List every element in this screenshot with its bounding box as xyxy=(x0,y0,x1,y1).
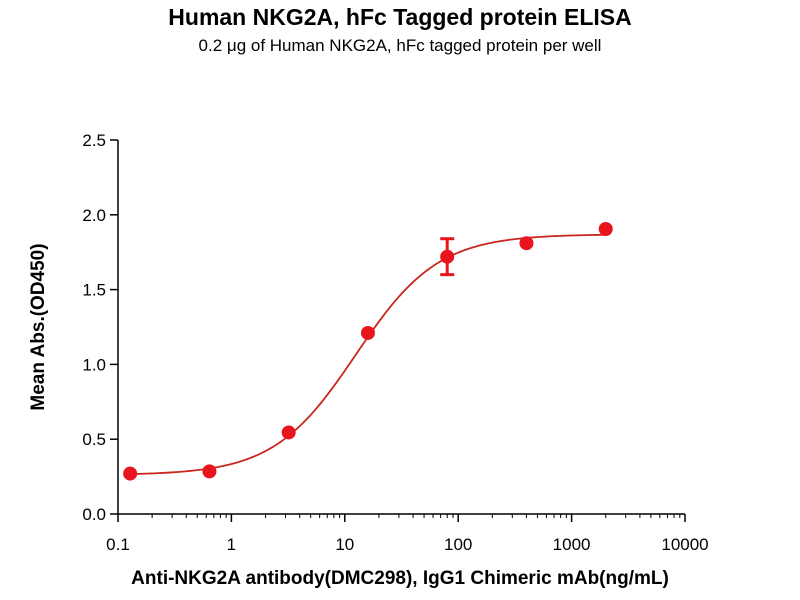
data-point xyxy=(519,236,534,251)
data-point xyxy=(440,249,455,264)
x-tick-label: 0.1 xyxy=(106,535,130,554)
x-tick-label: 10000 xyxy=(661,535,708,554)
y-tick-label: 1.0 xyxy=(82,355,106,374)
y-tick-label: 2.5 xyxy=(82,131,106,150)
fit-curve xyxy=(130,233,606,476)
x-tick-label: 10 xyxy=(335,535,354,554)
y-tick-label: 0.5 xyxy=(82,430,106,449)
y-tick-label: 1.5 xyxy=(82,281,106,300)
data-point xyxy=(598,222,613,237)
chart-title: Human NKG2A, hFc Tagged protein ELISA xyxy=(168,4,632,30)
data-point xyxy=(123,466,138,481)
x-tick-label: 1 xyxy=(227,535,236,554)
x-tick-label: 100 xyxy=(444,535,472,554)
x-axis-label: Anti-NKG2A antibody(DMC298), IgG1 Chimer… xyxy=(131,568,669,589)
data-point xyxy=(360,325,375,340)
data-point xyxy=(281,425,296,440)
data-point xyxy=(202,464,217,479)
y-tick-label: 0.0 xyxy=(82,505,106,524)
x-tick-label: 1000 xyxy=(553,535,591,554)
chart-subtitle: 0.2 μg of Human NKG2A, hFc tagged protei… xyxy=(198,36,602,55)
y-tick-label: 2.0 xyxy=(82,206,106,225)
